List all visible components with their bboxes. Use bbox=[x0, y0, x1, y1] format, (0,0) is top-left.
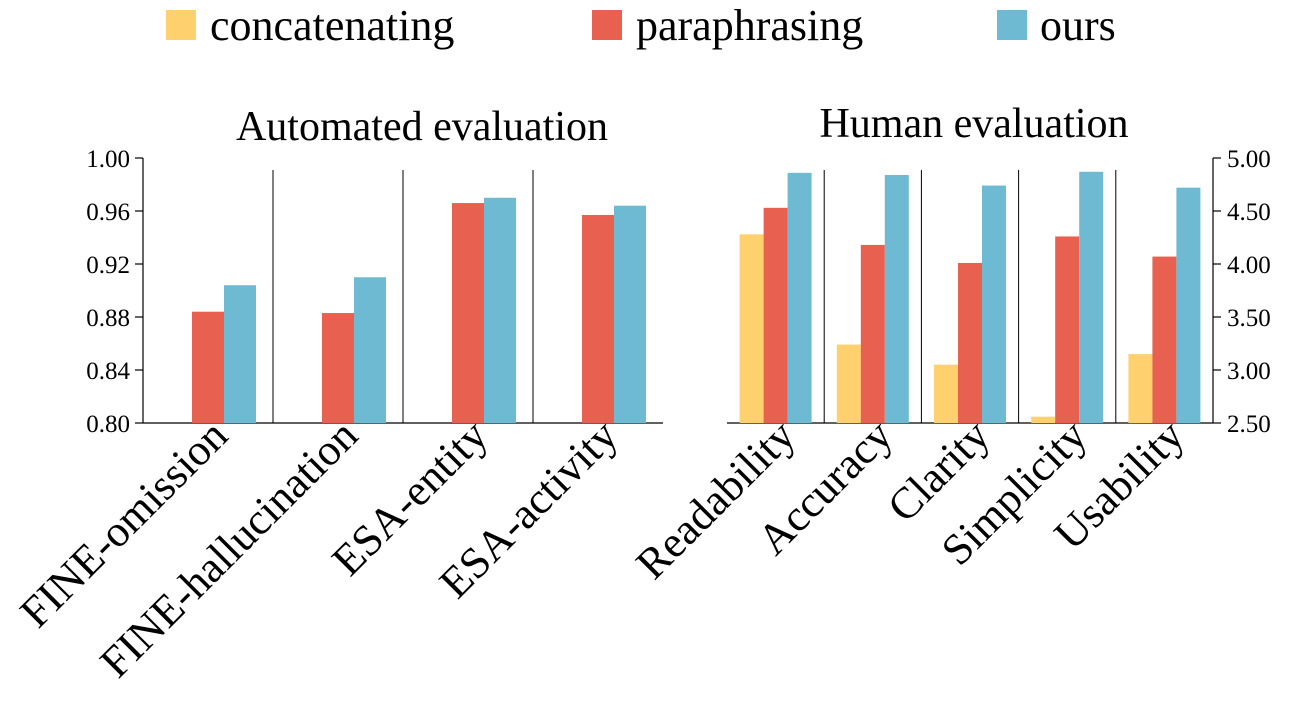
automated-y-tick-label: 0.88 bbox=[86, 305, 130, 332]
bar-concatenating-accuracy bbox=[836, 344, 861, 423]
legend-swatch-concatenating bbox=[166, 10, 196, 40]
bar-ours-fine-hallucination bbox=[354, 277, 386, 423]
automated-y-tick-label: 0.96 bbox=[86, 199, 130, 226]
bar-paraphrasing-clarity bbox=[958, 262, 982, 423]
bar-ours-readability bbox=[787, 172, 812, 423]
automated-evaluation-panel: Automated evaluation 0.80 0.84 0.88 0.92 0.9… bbox=[11, 104, 663, 687]
legend-swatch-ours bbox=[997, 10, 1027, 40]
bar-concatenating-clarity bbox=[934, 364, 958, 423]
bar-paraphrasing-usability bbox=[1152, 256, 1177, 423]
bar-ours-esa-entity bbox=[484, 197, 516, 423]
legend-swatch-paraphrasing bbox=[592, 10, 622, 40]
bar-paraphrasing-esa-activity bbox=[582, 214, 614, 423]
bar-paraphrasing-accuracy bbox=[860, 244, 885, 423]
human-evaluation-panel: Human evaluation 2.50 3.00 3.50 4.00 4.50 5.0… bbox=[627, 101, 1271, 589]
human-y-tick-label: 3.00 bbox=[1227, 358, 1271, 385]
human-y-tick-label: 5.00 bbox=[1227, 146, 1271, 173]
legend-label-paraphrasing: paraphrasing bbox=[636, 1, 863, 50]
bar-ours-fine-omission bbox=[224, 285, 256, 423]
legend-label-concatenating: concatenating bbox=[210, 1, 454, 50]
human-y-tick-label: 4.00 bbox=[1227, 252, 1271, 279]
bar-paraphrasing-fine-omission bbox=[192, 311, 224, 423]
bar-concatenating-usability bbox=[1128, 354, 1153, 423]
human-evaluation-title: Human evaluation bbox=[819, 101, 1128, 147]
bar-ours-esa-activity bbox=[614, 205, 646, 423]
bar-ours-clarity bbox=[982, 185, 1006, 423]
bar-concatenating-simplicity bbox=[1031, 416, 1056, 423]
automated-y-tick-label: 0.92 bbox=[86, 252, 130, 279]
bar-paraphrasing-simplicity bbox=[1055, 236, 1080, 423]
bar-paraphrasing-fine-hallucination bbox=[322, 313, 354, 423]
automated-y-tick-label: 0.84 bbox=[86, 358, 130, 385]
bar-paraphrasing-esa-entity bbox=[452, 203, 484, 423]
human-y-tick-label: 4.50 bbox=[1227, 199, 1271, 226]
bar-ours-simplicity bbox=[1079, 171, 1104, 423]
human-y-tick-label: 2.50 bbox=[1227, 411, 1271, 438]
bar-concatenating-readability bbox=[739, 234, 764, 423]
legend-label-ours: ours bbox=[1040, 1, 1116, 50]
automated-y-tick-label: 0.80 bbox=[86, 411, 130, 438]
human-y-tick-label: 3.50 bbox=[1227, 305, 1271, 332]
bar-ours-usability bbox=[1176, 187, 1201, 423]
bar-paraphrasing-readability bbox=[763, 207, 788, 423]
automated-y-tick-label: 1.00 bbox=[86, 146, 130, 173]
automated-evaluation-title: Automated evaluation bbox=[236, 104, 608, 150]
legend: concatenating paraphrasing ours bbox=[166, 1, 1116, 50]
bar-ours-accuracy bbox=[884, 174, 909, 423]
